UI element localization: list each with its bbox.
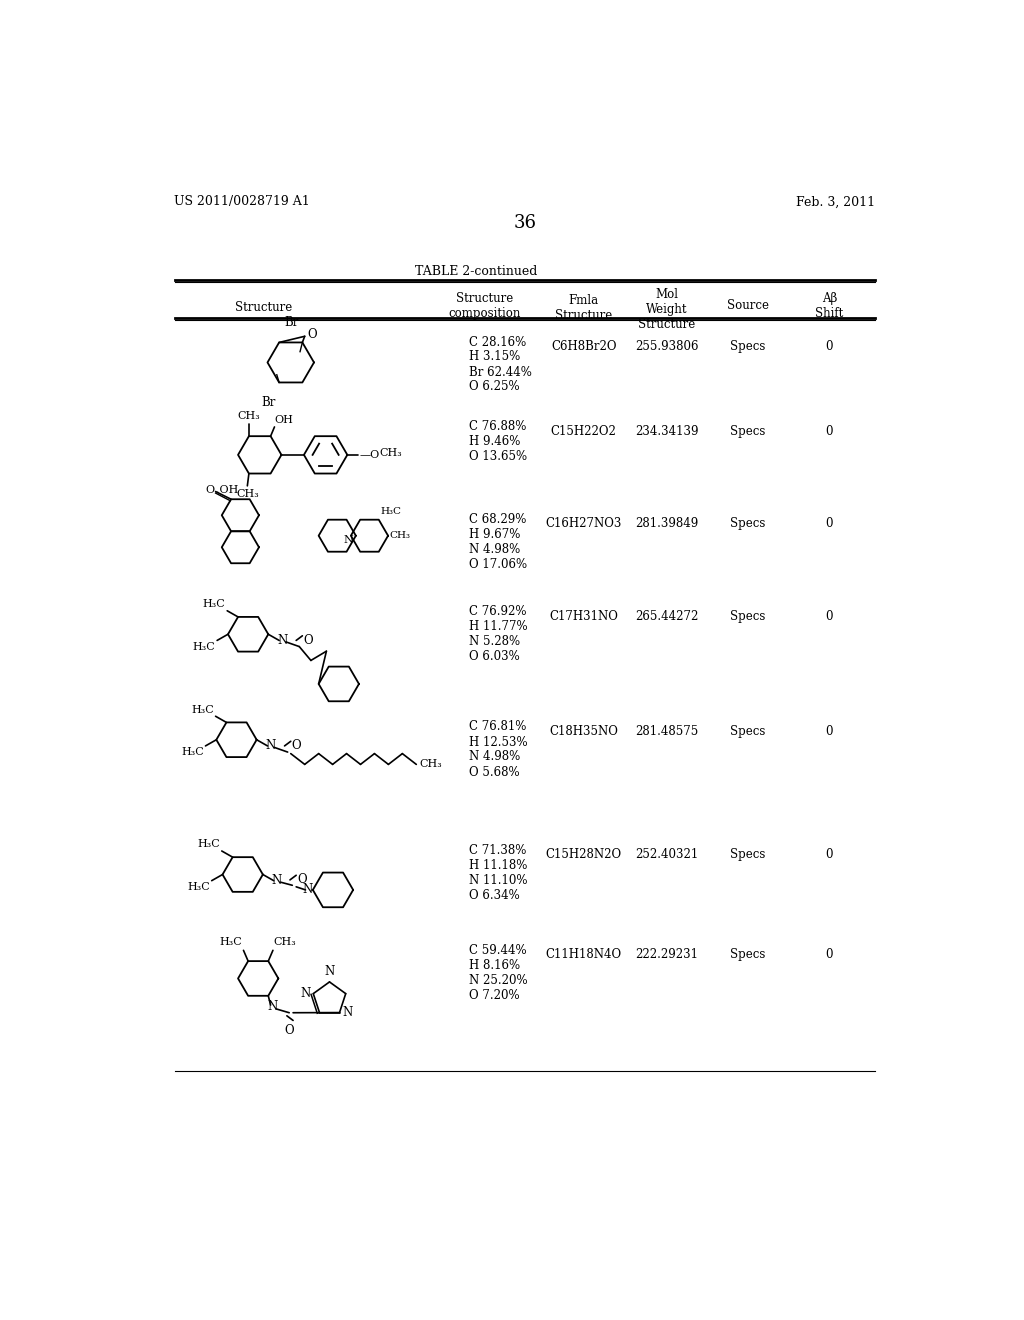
Text: 222.29231: 222.29231 xyxy=(635,949,698,961)
Text: US 2011/0028719 A1: US 2011/0028719 A1 xyxy=(174,195,310,209)
Text: C 76.92%
H 11.77%
N 5.28%
O 6.03%: C 76.92% H 11.77% N 5.28% O 6.03% xyxy=(469,605,527,663)
Text: CH₃: CH₃ xyxy=(236,488,259,499)
Text: N: N xyxy=(267,1001,278,1012)
Text: 0: 0 xyxy=(825,341,834,354)
Text: Specs: Specs xyxy=(730,610,766,623)
Text: CH₃: CH₃ xyxy=(420,759,442,770)
Text: 0: 0 xyxy=(825,725,834,738)
Text: CH₃: CH₃ xyxy=(238,411,260,421)
Text: H₃C: H₃C xyxy=(181,747,204,758)
Text: C 76.88%
H 9.46%
O 13.65%: C 76.88% H 9.46% O 13.65% xyxy=(469,420,527,463)
Text: Structure
composition: Structure composition xyxy=(449,292,520,319)
Text: O: O xyxy=(292,739,301,752)
Text: CH₃: CH₃ xyxy=(389,531,411,540)
Text: C6H8Br2O: C6H8Br2O xyxy=(551,341,616,354)
Text: 0: 0 xyxy=(825,425,834,438)
Text: C 59.44%
H 8.16%
N 25.20%
O 7.20%: C 59.44% H 8.16% N 25.20% O 7.20% xyxy=(469,944,527,1002)
Text: C 71.38%
H 11.18%
N 11.10%
O 6.34%: C 71.38% H 11.18% N 11.10% O 6.34% xyxy=(469,843,527,902)
Text: Feb. 3, 2011: Feb. 3, 2011 xyxy=(796,195,876,209)
Text: H₃C: H₃C xyxy=(187,882,210,892)
Text: 281.39849: 281.39849 xyxy=(635,517,698,531)
Text: Br: Br xyxy=(284,315,299,329)
Text: Specs: Specs xyxy=(730,425,766,438)
Text: Br: Br xyxy=(261,396,275,409)
Text: O: O xyxy=(303,634,312,647)
Text: Aβ
Shift: Aβ Shift xyxy=(815,292,844,319)
Text: C 28.16%
H 3.15%
Br 62.44%
O 6.25%: C 28.16% H 3.15% Br 62.44% O 6.25% xyxy=(469,335,531,393)
Text: N: N xyxy=(300,987,310,1001)
Text: C11H18N4O: C11H18N4O xyxy=(546,949,622,961)
Text: 234.34139: 234.34139 xyxy=(635,425,698,438)
Text: N: N xyxy=(265,739,275,752)
Text: Specs: Specs xyxy=(730,341,766,354)
Text: Specs: Specs xyxy=(730,517,766,531)
Text: O: O xyxy=(285,1023,294,1036)
Text: C 76.81%
H 12.53%
N 4.98%
O 5.68%: C 76.81% H 12.53% N 4.98% O 5.68% xyxy=(469,721,527,779)
Text: H₃C: H₃C xyxy=(193,642,216,652)
Text: 0: 0 xyxy=(825,517,834,531)
Text: C17H31NO: C17H31NO xyxy=(549,610,618,623)
Text: Structure: Structure xyxy=(234,301,292,314)
Text: N: N xyxy=(303,883,313,896)
Text: N: N xyxy=(343,535,353,545)
Text: 0: 0 xyxy=(825,610,834,623)
Text: —O: —O xyxy=(359,450,380,459)
Text: H₃C: H₃C xyxy=(203,599,225,610)
Text: 0: 0 xyxy=(825,849,834,862)
Text: N: N xyxy=(278,634,288,647)
Text: Mol
Weight
Structure: Mol Weight Structure xyxy=(638,288,695,331)
Text: C18H35NO: C18H35NO xyxy=(549,725,618,738)
Text: N: N xyxy=(271,874,282,887)
Text: CH₃: CH₃ xyxy=(380,447,402,458)
Text: N: N xyxy=(325,965,335,978)
Text: 255.93806: 255.93806 xyxy=(635,341,698,354)
Text: C 68.29%
H 9.67%
N 4.98%
O 17.06%: C 68.29% H 9.67% N 4.98% O 17.06% xyxy=(469,512,527,570)
Text: 36: 36 xyxy=(513,214,537,232)
Text: H₃C: H₃C xyxy=(191,705,214,714)
Text: C15H22O2: C15H22O2 xyxy=(551,425,616,438)
Text: H₃C: H₃C xyxy=(380,507,401,516)
Text: H₃C: H₃C xyxy=(219,937,242,948)
Text: Specs: Specs xyxy=(730,949,766,961)
Text: N: N xyxy=(343,1006,353,1019)
Text: Specs: Specs xyxy=(730,849,766,862)
Text: C15H28N2O: C15H28N2O xyxy=(546,849,622,862)
Text: CH₃: CH₃ xyxy=(273,937,296,948)
Text: O: O xyxy=(307,329,316,342)
Text: H₃C: H₃C xyxy=(198,840,220,850)
Text: 252.40321: 252.40321 xyxy=(635,849,698,862)
Text: Specs: Specs xyxy=(730,725,766,738)
Text: Fmla
Structure: Fmla Structure xyxy=(555,294,612,322)
Text: O: O xyxy=(205,484,214,495)
Text: .OH: .OH xyxy=(216,484,238,495)
Text: 0: 0 xyxy=(825,949,834,961)
Text: O: O xyxy=(297,874,306,887)
Text: Source: Source xyxy=(727,298,769,312)
Text: 281.48575: 281.48575 xyxy=(635,725,698,738)
Text: OH: OH xyxy=(274,414,293,425)
Text: 265.44272: 265.44272 xyxy=(635,610,698,623)
Text: TABLE 2-continued: TABLE 2-continued xyxy=(415,264,538,277)
Text: C16H27NO3: C16H27NO3 xyxy=(546,517,622,531)
